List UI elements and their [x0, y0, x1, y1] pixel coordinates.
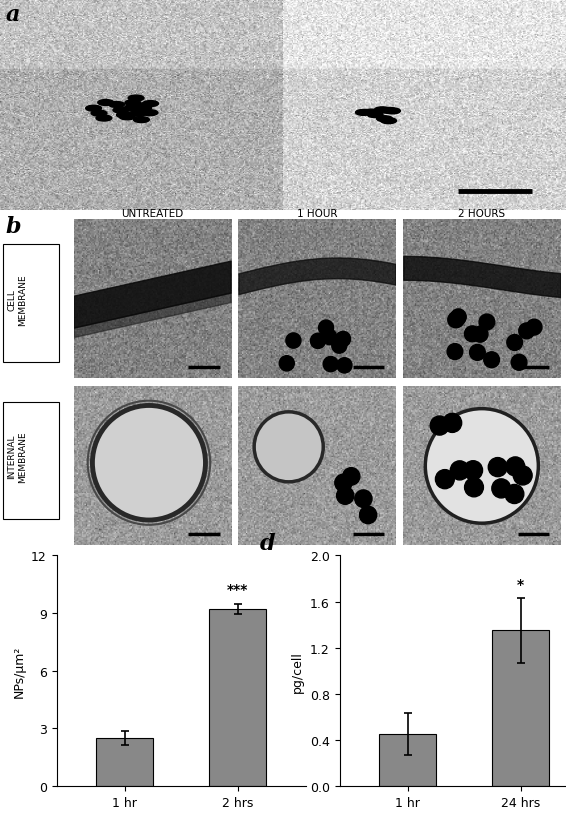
Circle shape	[125, 100, 141, 106]
Circle shape	[335, 475, 352, 492]
Bar	[492, 630, 549, 786]
Text: ***: ***	[227, 582, 248, 596]
Circle shape	[443, 414, 462, 433]
Circle shape	[430, 416, 449, 436]
Circle shape	[126, 104, 142, 110]
Text: a: a	[6, 4, 20, 26]
Circle shape	[374, 108, 390, 114]
Circle shape	[359, 507, 377, 524]
Circle shape	[484, 352, 499, 369]
Circle shape	[319, 321, 333, 336]
Circle shape	[337, 487, 354, 505]
Circle shape	[526, 319, 542, 335]
Circle shape	[119, 115, 135, 120]
Bar	[209, 609, 266, 786]
Circle shape	[323, 357, 338, 372]
Circle shape	[381, 109, 397, 115]
Text: CELL
MEMBRANE: CELL MEMBRANE	[7, 273, 27, 325]
Circle shape	[472, 327, 488, 343]
Circle shape	[342, 468, 360, 486]
Circle shape	[96, 116, 112, 122]
Circle shape	[117, 113, 132, 119]
Circle shape	[332, 339, 347, 354]
Circle shape	[142, 110, 158, 116]
Title: 2 HOURS: 2 HOURS	[458, 209, 505, 218]
Circle shape	[479, 314, 495, 330]
Circle shape	[321, 330, 337, 345]
Circle shape	[465, 327, 480, 343]
Circle shape	[448, 313, 464, 329]
Circle shape	[384, 109, 400, 115]
Circle shape	[511, 355, 527, 371]
Circle shape	[128, 96, 144, 102]
Text: INTERNAL
MEMBRANE: INTERNAL MEMBRANE	[7, 431, 27, 482]
Circle shape	[85, 106, 101, 112]
Circle shape	[367, 113, 383, 119]
Circle shape	[464, 461, 483, 480]
Circle shape	[279, 356, 294, 371]
Circle shape	[435, 470, 454, 489]
Circle shape	[337, 359, 352, 374]
Bar	[379, 734, 436, 786]
Circle shape	[134, 118, 149, 124]
Y-axis label: pg/cell: pg/cell	[291, 650, 305, 691]
Circle shape	[451, 309, 466, 325]
Y-axis label: NPs/μm²: NPs/μm²	[12, 645, 25, 697]
Circle shape	[451, 461, 469, 481]
Circle shape	[376, 117, 392, 123]
Circle shape	[286, 334, 301, 349]
Text: *: *	[517, 578, 524, 592]
Circle shape	[336, 332, 350, 347]
Circle shape	[91, 111, 107, 117]
Circle shape	[513, 466, 532, 486]
Circle shape	[254, 412, 323, 482]
Circle shape	[363, 110, 379, 116]
Bar	[96, 738, 153, 786]
Circle shape	[355, 110, 371, 116]
Circle shape	[488, 458, 507, 477]
Circle shape	[507, 335, 522, 351]
Circle shape	[449, 312, 464, 328]
Circle shape	[425, 409, 538, 523]
Circle shape	[92, 406, 205, 520]
Circle shape	[519, 324, 534, 339]
Circle shape	[381, 119, 397, 125]
Text: d: d	[260, 533, 276, 555]
Circle shape	[355, 491, 372, 507]
Title: UNTREATED: UNTREATED	[121, 209, 183, 218]
Circle shape	[98, 100, 114, 106]
Circle shape	[492, 479, 511, 498]
Circle shape	[130, 111, 146, 117]
Circle shape	[470, 345, 485, 361]
Circle shape	[505, 485, 524, 504]
Circle shape	[143, 101, 158, 107]
Circle shape	[465, 478, 483, 497]
Circle shape	[506, 457, 525, 477]
Circle shape	[124, 106, 140, 112]
Circle shape	[310, 334, 325, 349]
Circle shape	[447, 344, 463, 360]
Text: b: b	[6, 216, 21, 238]
Circle shape	[113, 108, 129, 114]
Circle shape	[136, 104, 152, 110]
Title: 1 HOUR: 1 HOUR	[297, 209, 337, 218]
Circle shape	[109, 103, 125, 109]
Circle shape	[136, 106, 152, 112]
